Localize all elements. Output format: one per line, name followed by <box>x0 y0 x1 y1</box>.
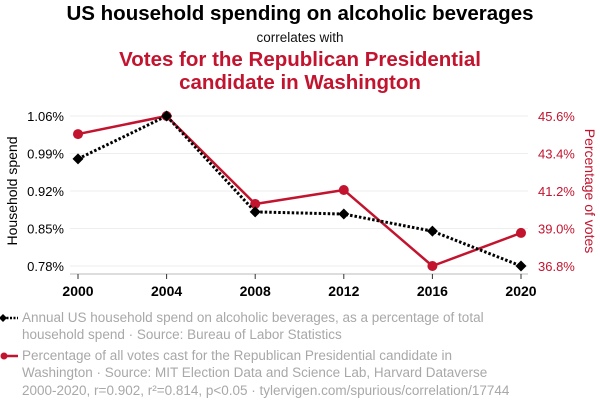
data-point-diamond <box>249 206 261 218</box>
x-tick-label: 2020 <box>505 283 536 299</box>
title2-line2: candidate in Washington <box>179 71 421 94</box>
data-point-diamond <box>72 153 84 165</box>
y-axis-left-label: Household spend <box>4 137 20 246</box>
data-point-diamond <box>338 208 350 220</box>
y-right-tick-label: 41.2% <box>538 184 575 199</box>
x-tick-label: 2004 <box>151 283 182 299</box>
series-layer <box>72 110 527 272</box>
footer-stats: 2000-2020, r=0.902, r²=0.814, p<0.05 · t… <box>22 383 510 398</box>
data-point-circle <box>516 227 526 238</box>
y-left-tick-label: 0.85% <box>27 222 64 237</box>
title2-line1: Votes for the Republican Presidential <box>119 48 481 71</box>
x-tick-label: 2016 <box>417 283 448 299</box>
y-right-tick-label: 36.8% <box>538 259 575 274</box>
legend-dotted-diamond-icon <box>0 314 18 322</box>
y-right-tick-label: 45.6% <box>538 109 575 124</box>
y-axis-right: 45.6% 43.4% 41.2% 39.0% 36.8% <box>538 109 575 274</box>
series-household-spend <box>72 110 527 272</box>
y-left-tick-label: 0.78% <box>27 259 64 274</box>
data-point-circle <box>73 129 83 140</box>
y-right-tick-label: 43.4% <box>538 147 575 162</box>
grid-lines <box>70 115 528 267</box>
y-axis-left: 1.06% 0.99% 0.92% 0.85% 0.78% <box>27 109 64 274</box>
x-tick-label: 2012 <box>328 283 359 299</box>
data-point-diamond <box>515 260 527 272</box>
chart-subtitle: correlates with <box>256 30 344 45</box>
legend-series2-line1: Percentage of all votes cast for the Rep… <box>22 348 453 363</box>
data-point-circle <box>250 198 261 209</box>
data-point-circle <box>338 184 349 195</box>
y-axis-right-label: Percentage of votes <box>582 129 598 254</box>
y-right-tick-label: 39.0% <box>538 222 575 237</box>
y-left-tick-label: 0.99% <box>27 147 64 162</box>
y-left-tick-label: 0.92% <box>27 184 64 199</box>
chart-title: US household spending on alcoholic bever… <box>66 2 534 25</box>
x-tick-label: 2008 <box>240 283 271 299</box>
legend-solid-circle-icon <box>0 352 18 360</box>
x-tick-label: 2000 <box>62 283 93 299</box>
data-point-diamond <box>161 110 173 122</box>
series-line <box>77 114 522 268</box>
series-line <box>77 114 522 268</box>
legend-series1-line2: household spend · Source: Bureau of Labo… <box>22 327 342 342</box>
x-axis: 2000 2004 2008 2012 2016 2020 <box>62 273 537 299</box>
legend-series1-line1: Annual US household spend on alcoholic b… <box>22 310 484 325</box>
legend-series2-line2: Washington · Source: MIT Election Data a… <box>22 365 488 380</box>
y-left-tick-label: 1.06% <box>27 109 64 124</box>
chart-title-secondary: Votes for the Republican Presidential ca… <box>0 48 600 94</box>
data-point-diamond <box>426 225 438 237</box>
data-point-circle <box>427 261 438 271</box>
